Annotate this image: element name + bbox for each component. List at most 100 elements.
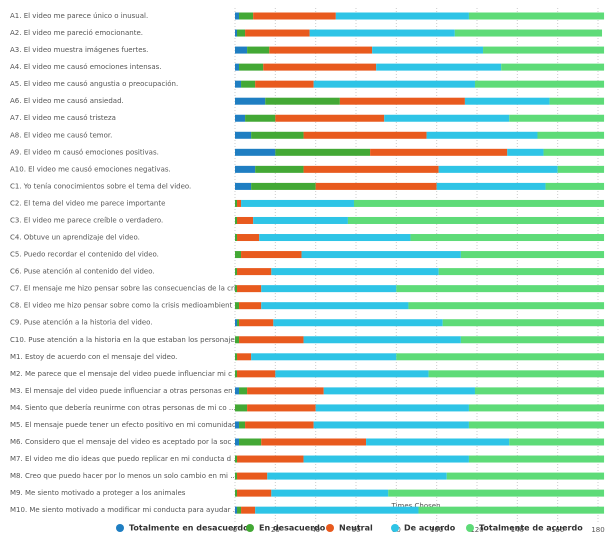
bar-segment xyxy=(235,353,238,361)
bar-segment xyxy=(460,336,605,344)
x-tick-label: 120 xyxy=(470,526,483,534)
bar-segment xyxy=(235,387,240,395)
bar-segment xyxy=(303,455,469,463)
y-tick-label: C8. El video me hizo pensar sobre como l… xyxy=(10,302,241,310)
y-tick-label: A2. El video me pareció emocionante. xyxy=(10,29,143,37)
bar-segment xyxy=(235,489,238,497)
legend-label[interactable]: Neutral xyxy=(339,524,373,533)
bar-segment xyxy=(251,131,304,139)
bar-segment xyxy=(261,285,397,293)
bar-segment xyxy=(235,268,238,276)
bar-segment xyxy=(239,319,274,327)
legend-label[interactable]: Totalmente en desacuerdo xyxy=(129,524,249,533)
bar-segment xyxy=(261,438,367,446)
y-tick-label: A10. El video me causó emociones negativ… xyxy=(10,165,171,173)
bar-segment xyxy=(376,63,502,71)
bar-segment xyxy=(239,63,264,71)
bar-segment xyxy=(235,63,240,71)
bar-segment xyxy=(557,165,605,173)
bar-segment xyxy=(275,148,371,156)
bar-segment xyxy=(241,80,256,88)
bar-segment xyxy=(235,131,252,139)
bar-segment xyxy=(438,268,605,276)
bar-segment xyxy=(549,97,605,105)
y-tick-label: A1. El video me parece único o inusual. xyxy=(10,12,148,20)
bar-segment xyxy=(235,319,238,327)
bar-segment xyxy=(253,216,348,224)
x-axis-label: Times Chosen xyxy=(391,502,441,510)
bar-segment xyxy=(370,148,508,156)
bar-segment xyxy=(235,302,240,310)
bar-segment xyxy=(460,251,605,259)
bar-segment xyxy=(245,29,310,37)
bar-segment xyxy=(237,285,262,293)
bar-segment xyxy=(237,268,272,276)
bar-segment xyxy=(237,199,242,207)
bar-segment xyxy=(241,251,302,259)
bar-segment xyxy=(235,506,238,514)
bar-segment xyxy=(315,182,437,190)
y-tick-label: A8. El video me causó temor. xyxy=(10,131,112,139)
y-tick-label: A3. El video muestra imágenes fuertes. xyxy=(10,46,148,54)
bar-segment xyxy=(261,302,409,310)
y-tick-label: C4. Obtuve un aprendizaje del video. xyxy=(10,234,140,242)
bar-segment xyxy=(454,29,603,37)
bar-segment xyxy=(323,387,475,395)
bar-segment xyxy=(247,404,316,412)
bar-segment xyxy=(418,506,605,514)
bar-segment xyxy=(239,336,304,344)
bar-segment xyxy=(315,404,469,412)
legend-label[interactable]: De acuerdo xyxy=(404,524,456,533)
bar-segment xyxy=(384,114,510,122)
bar-segment xyxy=(237,353,252,361)
bar-segment xyxy=(464,97,550,105)
x-tick-label: 20 xyxy=(271,526,280,534)
bar-segment xyxy=(237,319,240,327)
y-tick-label: A4. El video me causó emociones intensas… xyxy=(10,63,162,71)
legend-label[interactable]: En desacuerdo xyxy=(259,524,326,533)
y-tick-label: M8. Creo que puedo hacer por lo menos un… xyxy=(10,472,237,480)
bar-segment xyxy=(255,80,314,88)
bar-segment xyxy=(235,12,240,20)
bar-segment xyxy=(303,336,461,344)
bar-segment xyxy=(309,29,455,37)
bar-segment xyxy=(428,370,605,378)
y-tick-label: M6. Considero que el mensaje del video e… xyxy=(10,438,240,446)
bar-segment xyxy=(235,148,276,156)
bar-segment xyxy=(255,165,304,173)
y-tick-label: C3. El video me parece creíble o verdade… xyxy=(10,216,163,224)
x-tick-label: 180 xyxy=(591,526,604,534)
bar-segment xyxy=(263,63,377,71)
bar-segment xyxy=(237,472,268,480)
bar-segment xyxy=(426,131,538,139)
bar-segment xyxy=(339,97,465,105)
bar-segment xyxy=(436,182,546,190)
bar-segment xyxy=(509,438,605,446)
y-tick-label: M4. Siento que debería reunirme con otra… xyxy=(10,404,236,412)
bar-segment xyxy=(235,29,238,37)
bar-segment xyxy=(335,12,469,20)
bar-segment xyxy=(474,387,605,395)
bar-segment xyxy=(239,302,262,310)
y-tick-label: M2. Me parece que el mensaje del video p… xyxy=(10,370,241,378)
bar-segment xyxy=(235,182,252,190)
x-tick-label: 40 xyxy=(311,526,320,534)
y-tick-label: C9. Puse atención a la historia del vide… xyxy=(10,319,153,327)
bar-segment xyxy=(251,182,316,190)
bar-segment xyxy=(247,387,324,395)
bar-segment xyxy=(303,131,427,139)
bar-segment xyxy=(474,80,605,88)
y-tick-label: M7. El video me dio ideas que puedo repl… xyxy=(10,455,240,463)
bar-segment xyxy=(273,319,443,327)
bar-segment xyxy=(237,234,260,242)
bar-segment xyxy=(235,165,256,173)
bar-segment xyxy=(347,216,605,224)
x-tick-label: 140 xyxy=(511,526,524,534)
y-tick-label: A6. El video me causó ansiedad. xyxy=(10,97,124,105)
y-tick-label: A7. El video me causó tristeza xyxy=(10,114,116,122)
legend-marker xyxy=(116,524,124,532)
bar-segment xyxy=(235,114,246,122)
legend-label[interactable]: Totalmente de acuerdo xyxy=(479,524,583,533)
bar-segment xyxy=(483,46,605,54)
